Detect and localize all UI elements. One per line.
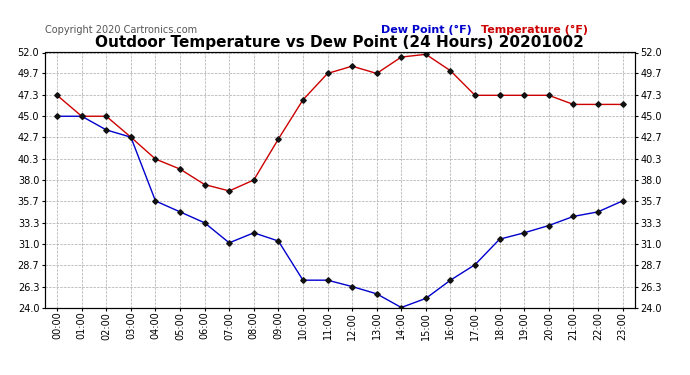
Title: Outdoor Temperature vs Dew Point (24 Hours) 20201002: Outdoor Temperature vs Dew Point (24 Hou… [95, 35, 584, 50]
Text: Temperature (°F): Temperature (°F) [482, 25, 589, 34]
Text: Dew Point (°F): Dew Point (°F) [381, 25, 472, 34]
Text: Copyright 2020 Cartronics.com: Copyright 2020 Cartronics.com [45, 25, 197, 34]
